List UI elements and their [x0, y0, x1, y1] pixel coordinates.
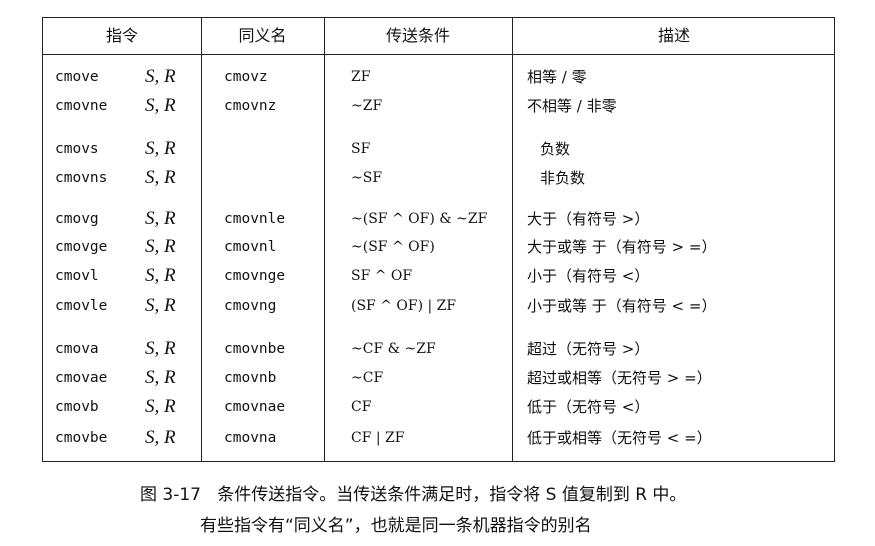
- figure-caption-line2: 有些指令有“同义名”，也就是同一条机器指令的别名: [200, 516, 592, 536]
- figure-caption-line1: 图 3-17 条件传送指令。当传送条件满足时，指令将 S 值复制到 R 中。: [140, 480, 686, 505]
- condition-cell: (SF ^ OF) | ZF: [351, 298, 457, 314]
- table-row: cmova S, R cmovnbe ~CF & ~ZF 超过（无符号 >）: [43, 335, 834, 363]
- header-instruction: 指令: [105, 26, 138, 45]
- condition-cell: ~CF & ~ZF: [351, 341, 436, 357]
- description-cell: 负数: [540, 140, 571, 158]
- table-row: cmovne S, R cmovnz ~ZF 不相等 / 非零: [43, 92, 834, 120]
- synonym-cell: cmovnz: [224, 98, 277, 114]
- description-cell: 大于（有符号 >）: [527, 210, 650, 228]
- operands-cell: S, R: [145, 265, 176, 286]
- column-divider: [512, 18, 513, 461]
- synonym-cell: cmovnl: [224, 239, 277, 255]
- operands-cell: S, R: [145, 167, 176, 188]
- instruction-cell: cmovne: [55, 98, 108, 114]
- instruction-cell: cmove: [55, 69, 99, 85]
- condition-cell: ~(SF ^ OF): [351, 239, 435, 255]
- table-row: cmovbe S, R cmovna CF | ZF 低于或相等（无符号 < =…: [43, 424, 834, 452]
- table-row: cmovb S, R cmovnae CF 低于（无符号 <）: [43, 393, 834, 421]
- description-cell: 相等 / 零: [527, 68, 587, 86]
- operands-cell: S, R: [145, 396, 176, 417]
- synonym-cell: cmovna: [224, 430, 277, 446]
- operands-cell: S, R: [145, 236, 176, 257]
- operands-cell: S, R: [145, 138, 176, 159]
- condition-cell: CF | ZF: [351, 430, 405, 446]
- instruction-cell: cmovge: [55, 239, 108, 255]
- column-divider: [324, 18, 325, 461]
- header-description: 描述: [657, 26, 690, 45]
- operands-cell: S, R: [145, 338, 176, 359]
- table-row: cmovle S, R cmovng (SF ^ OF) | ZF 小于或等 于…: [43, 292, 834, 320]
- column-divider: [201, 18, 202, 461]
- description-cell: 低于或相等（无符号 < =）: [527, 429, 712, 447]
- operands-cell: S, R: [145, 95, 176, 116]
- synonym-cell: cmovng: [224, 298, 277, 314]
- condition-cell: ~SF: [351, 170, 383, 186]
- synonym-cell: cmovz: [224, 69, 268, 85]
- table-row: cmovg S, R cmovnle ~(SF ^ OF) & ~ZF 大于（有…: [43, 205, 834, 233]
- description-cell: 超过或相等（无符号 > =）: [527, 369, 712, 387]
- operands-cell: S, R: [145, 66, 176, 87]
- instruction-cell: cmovbe: [55, 430, 108, 446]
- synonym-cell: cmovnge: [224, 268, 286, 284]
- table-row: cmovge S, R cmovnl ~(SF ^ OF) 大于或等 于（有符号…: [43, 233, 834, 261]
- header-condition: 传送条件: [385, 26, 450, 45]
- condition-cell: ZF: [351, 69, 371, 85]
- instruction-cell: cmova: [55, 341, 99, 357]
- description-cell: 不相等 / 非零: [527, 97, 617, 115]
- condition-cell: CF: [351, 399, 372, 415]
- cmov-instruction-table: 指令 同义名 传送条件 描述 cmove S, R cmovz ZF 相等 / …: [42, 17, 835, 462]
- operands-cell: S, R: [145, 208, 176, 229]
- header-synonym: 同义名: [238, 26, 287, 45]
- instruction-cell: cmovle: [55, 298, 108, 314]
- operands-cell: S, R: [145, 367, 176, 388]
- condition-cell: ~ZF: [351, 98, 383, 114]
- instruction-cell: cmovl: [55, 268, 99, 284]
- synonym-cell: cmovnb: [224, 370, 277, 386]
- header-divider: [43, 54, 834, 55]
- condition-cell: ~(SF ^ OF) & ~ZF: [351, 211, 488, 227]
- condition-cell: ~CF: [351, 370, 384, 386]
- operands-cell: S, R: [145, 427, 176, 448]
- description-cell: 超过（无符号 >）: [527, 340, 650, 358]
- instruction-cell: cmovns: [55, 170, 108, 186]
- synonym-cell: cmovnae: [224, 399, 286, 415]
- figure-number: 图 3-17: [140, 485, 201, 505]
- description-cell: 非负数: [540, 169, 586, 187]
- instruction-cell: cmovg: [55, 211, 99, 227]
- table-row: cmovns S, R ~SF 非负数: [43, 164, 834, 192]
- description-cell: 大于或等 于（有符号 > =）: [527, 238, 717, 256]
- description-cell: 小于（有符号 <）: [527, 267, 650, 285]
- instruction-cell: cmovae: [55, 370, 108, 386]
- condition-cell: SF ^ OF: [351, 268, 413, 284]
- table-row: cmovae S, R cmovnb ~CF 超过或相等（无符号 > =）: [43, 364, 834, 392]
- synonym-cell: cmovnbe: [224, 341, 286, 357]
- table-row: cmovs S, R SF 负数: [43, 135, 834, 163]
- table-row: cmovl S, R cmovnge SF ^ OF 小于（有符号 <）: [43, 262, 834, 290]
- operands-cell: S, R: [145, 295, 176, 316]
- synonym-cell: cmovnle: [224, 211, 286, 227]
- description-cell: 低于（无符号 <）: [527, 398, 650, 416]
- table-row: cmove S, R cmovz ZF 相等 / 零: [43, 63, 834, 91]
- condition-cell: SF: [351, 141, 371, 157]
- caption-text: 条件传送指令。当传送条件满足时，指令将 S 值复制到 R 中。: [217, 485, 687, 505]
- description-cell: 小于或等 于（有符号 < =）: [527, 297, 717, 315]
- instruction-cell: cmovs: [55, 141, 99, 157]
- instruction-cell: cmovb: [55, 399, 99, 415]
